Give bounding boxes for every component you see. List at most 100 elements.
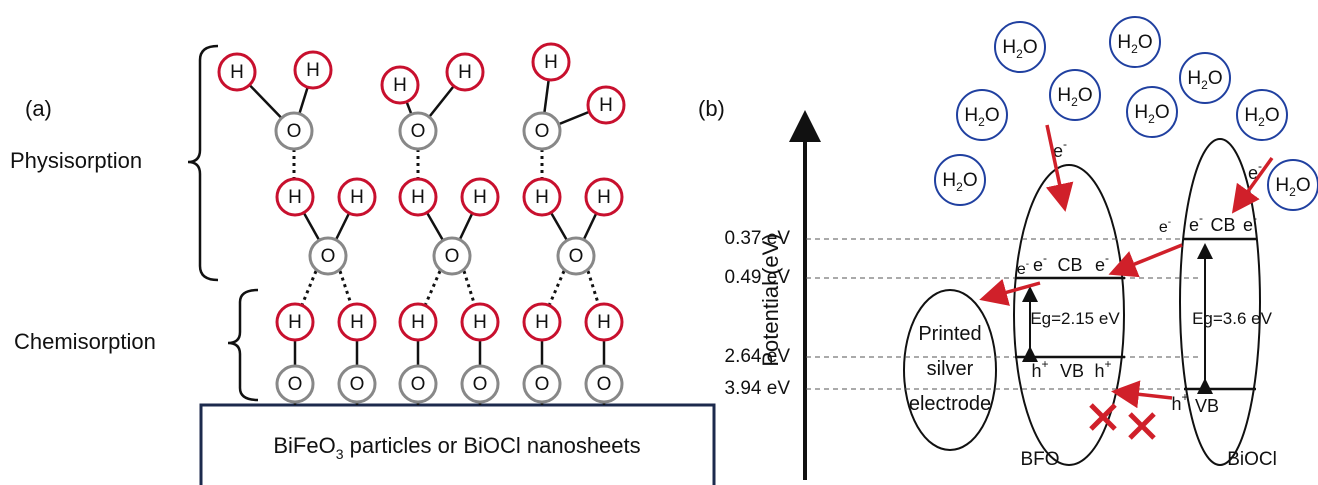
electrode-label-part: silver <box>927 358 974 380</box>
hydrogen-label: H <box>473 312 487 333</box>
oxygen-label: O <box>411 374 426 395</box>
hydrogen-label-part: H <box>350 187 364 208</box>
panel-label: (a) <box>25 96 52 121</box>
hydrogen-label-part: H <box>411 187 425 208</box>
oxygen-label: O <box>569 246 584 267</box>
oxygen-label-part: O <box>411 374 426 395</box>
electron-part: - <box>1063 137 1067 151</box>
water-label-part: O <box>1265 105 1280 126</box>
water-label-part: H <box>1002 37 1016 58</box>
level-label-part: 0.37 eV <box>725 228 791 249</box>
water-label-part: H <box>1057 85 1071 106</box>
biocl-cb-label-part: CB <box>1210 215 1235 235</box>
hydrogen-label: H <box>288 187 302 208</box>
bfo-vb-label-part: VB <box>1060 361 1084 381</box>
hydrogen-label: H <box>306 60 320 81</box>
water-label-part: O <box>1078 85 1093 106</box>
hydrogen-label: H <box>350 187 364 208</box>
hydrogen-label: H <box>411 312 425 333</box>
level-label-part: 3.94 eV <box>725 378 791 399</box>
hydrogen-label-part: H <box>350 312 364 333</box>
oxygen-label-part: O <box>411 121 426 142</box>
oxygen-label: O <box>287 121 302 142</box>
biocl-gap: Eg=3.6 eV <box>1192 309 1273 328</box>
chemisorption-label-part: Chemisorption <box>14 329 156 354</box>
electrode-label: silver <box>927 358 974 380</box>
panel-label-part: (b) <box>698 96 725 121</box>
oxygen-label-part: O <box>350 374 365 395</box>
electrode-label: electrode <box>909 393 991 415</box>
chemisorption-brace <box>228 290 258 400</box>
oxygen-label-part: O <box>445 246 460 267</box>
electron-part: e <box>1189 215 1199 235</box>
hydrogen-label: H <box>350 312 364 333</box>
hydrogen-label: H <box>458 62 472 83</box>
water-label-part: H <box>1187 68 1201 89</box>
hydrogen-label-part: H <box>473 187 487 208</box>
water-label-part: O <box>985 105 1000 126</box>
electron-part: e <box>1159 219 1168 236</box>
bfo-vb-label: VB <box>1060 361 1084 381</box>
level-label: 0.49 eV <box>725 267 791 288</box>
electron-part: - <box>1105 251 1109 265</box>
hydrogen-label-part: H <box>411 312 425 333</box>
level-label-part: 2.64 eV <box>725 346 791 367</box>
electrode-label-part: electrode <box>909 393 991 415</box>
oxygen-label-part: O <box>569 246 584 267</box>
electrode-label-part: Printed <box>918 323 981 345</box>
hydrogen-label-part: H <box>597 187 611 208</box>
hole-part: + <box>1042 357 1049 371</box>
physisorption-brace <box>188 46 218 280</box>
oxygen-label-part: O <box>535 121 550 142</box>
electron-part: - <box>1026 259 1029 270</box>
electron-part: e <box>1017 261 1026 278</box>
hole-part: h <box>1031 361 1041 381</box>
hydrogen-label-part: H <box>288 187 302 208</box>
bfo-gap: Eg=2.15 eV <box>1030 309 1120 328</box>
hydrogen-label-part: H <box>458 62 472 83</box>
bfo-cb-label-part: CB <box>1057 255 1082 275</box>
water-label-part: O <box>1155 102 1170 123</box>
page: (a)PhysisorptionChemisorptionBiFeO3 part… <box>0 0 1318 485</box>
level-label-part: 0.49 eV <box>725 267 791 288</box>
water-label-part: O <box>1138 32 1153 53</box>
electron-part: - <box>1043 251 1047 265</box>
electron-part: e <box>1095 255 1105 275</box>
hole-transfer-arrow <box>1118 392 1172 398</box>
electron: e- <box>1189 211 1203 235</box>
water-label-part: O <box>1023 37 1038 58</box>
water-label-part: H <box>1134 102 1148 123</box>
hydrogen-label-part: H <box>393 75 407 96</box>
hydrogen-label: H <box>393 75 407 96</box>
biocl-vb-label: VB <box>1195 396 1219 416</box>
bfo-name: BFO <box>1020 449 1059 470</box>
water-label-part: H <box>942 170 956 191</box>
oxygen-label-part: O <box>288 374 303 395</box>
chemisorption-label: Chemisorption <box>14 329 156 354</box>
hydrogen-label: H <box>473 187 487 208</box>
oxygen-label: O <box>535 121 550 142</box>
water-label-part: O <box>1296 175 1311 196</box>
oxygen-label: O <box>535 374 550 395</box>
substrate-label-part: particles or BiOCl nanosheets <box>344 433 641 458</box>
electron: e- <box>1095 251 1109 275</box>
electron-part: - <box>1253 211 1257 225</box>
hole: h+ <box>1171 390 1188 414</box>
electrode-label: Printed <box>918 323 981 345</box>
oxygen-label-part: O <box>287 121 302 142</box>
oxygen-label: O <box>350 374 365 395</box>
oxygen-label-part: O <box>321 246 336 267</box>
hole: h+ <box>1094 357 1111 381</box>
oxygen-label: O <box>411 121 426 142</box>
figure: (a)PhysisorptionChemisorptionBiFeO3 part… <box>0 0 1318 485</box>
hydrogen-label: H <box>597 187 611 208</box>
electron: e- <box>1033 251 1047 275</box>
electron-transfer-arrow <box>1115 245 1182 272</box>
oxygen-label: O <box>321 246 336 267</box>
hydrogen-label-part: H <box>599 95 613 116</box>
hydrogen-label: H <box>230 62 244 83</box>
hole-part: h <box>1171 394 1181 414</box>
substrate-label-part: BiFeO <box>273 433 335 458</box>
water-label-part: H <box>1117 32 1131 53</box>
oxygen-label-part: O <box>473 374 488 395</box>
